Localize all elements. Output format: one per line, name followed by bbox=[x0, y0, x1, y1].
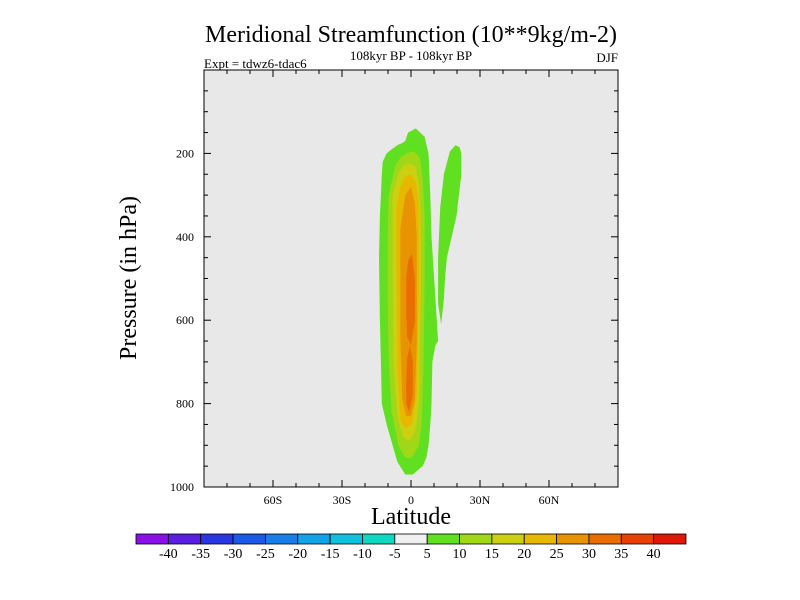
y-tick-label: 200 bbox=[176, 146, 194, 160]
colorbar-label: -40 bbox=[159, 547, 178, 562]
colorbar-label: 30 bbox=[582, 547, 596, 562]
colorbar-swatch bbox=[620, 533, 655, 545]
x-tick-label: 0 bbox=[408, 493, 414, 507]
main-cell-level-30-5 bbox=[406, 253, 415, 346]
y-tick-label: 400 bbox=[176, 230, 194, 244]
y-tick-label: 800 bbox=[176, 397, 194, 411]
colorbar-swatch bbox=[297, 533, 331, 545]
experiment-label: Expt = tdwz6-tdac6 bbox=[204, 56, 307, 71]
chart-title: Meridional Streamfunction (10**9kg/m-2) bbox=[205, 22, 617, 48]
colorbar-label: -5 bbox=[389, 547, 401, 562]
chart-subtitle: 108kyr BP - 108kyr BP bbox=[350, 48, 472, 63]
season-label: DJF bbox=[596, 50, 618, 65]
colorbar-swatch bbox=[653, 533, 687, 545]
x-tick-label: 60S bbox=[264, 493, 283, 507]
colorbar-label: -25 bbox=[256, 547, 275, 562]
colorbar-swatch bbox=[491, 533, 525, 545]
colorbar-label: 20 bbox=[517, 547, 531, 562]
y-axis-label: Pressure (in hPa) bbox=[116, 196, 142, 360]
y-tick-label: 600 bbox=[176, 313, 194, 327]
colorbar-label: -10 bbox=[353, 547, 372, 562]
colorbar-swatch bbox=[459, 533, 493, 545]
x-tick-label: 30N bbox=[470, 493, 491, 507]
x-axis-label: Latitude bbox=[371, 504, 451, 530]
colorbar-label: 5 bbox=[424, 547, 431, 562]
colorbar-label: 40 bbox=[647, 547, 661, 562]
northern-cell-level-5-0 bbox=[438, 145, 462, 325]
colorbar-swatch bbox=[232, 533, 266, 545]
colorbar-swatch bbox=[394, 533, 428, 545]
colorbar-label: -20 bbox=[288, 547, 307, 562]
colorbar-swatch bbox=[426, 533, 460, 545]
colorbar-swatch bbox=[362, 533, 396, 545]
colorbar-swatch bbox=[167, 533, 202, 545]
x-axis: 60S 30S 0 30N 60N bbox=[203, 70, 619, 507]
colorbar-swatch bbox=[556, 533, 590, 545]
contour-layer bbox=[379, 128, 462, 475]
colorbar-swatch bbox=[265, 533, 299, 545]
colorbar-swatch bbox=[523, 533, 557, 545]
x-tick-label: 30S bbox=[333, 493, 352, 507]
y-axis: 200 400 600 800 1000 bbox=[170, 90, 618, 494]
colorbar-label: 35 bbox=[614, 547, 628, 562]
y-tick-label: 1000 bbox=[170, 480, 194, 494]
colorbar-label: 15 bbox=[485, 547, 499, 562]
colorbar-label: -15 bbox=[321, 547, 340, 562]
x-tick-label: 60N bbox=[539, 493, 560, 507]
colorbar-label: -30 bbox=[224, 547, 243, 562]
colorbar-label: 25 bbox=[550, 547, 564, 562]
colorbar-label: 10 bbox=[453, 547, 467, 562]
main-cell-level-30-6 bbox=[406, 345, 413, 412]
colorbar: -40 -35 -30 -25 -20 -15 -10 -5 5 10 15 20 25 30 35 40 bbox=[135, 533, 687, 562]
colorbar-swatch bbox=[329, 533, 363, 545]
colorbar-label: -35 bbox=[191, 547, 210, 562]
colorbar-swatch bbox=[200, 533, 234, 545]
colorbar-swatch bbox=[135, 533, 169, 545]
colorbar-swatch bbox=[588, 533, 622, 545]
